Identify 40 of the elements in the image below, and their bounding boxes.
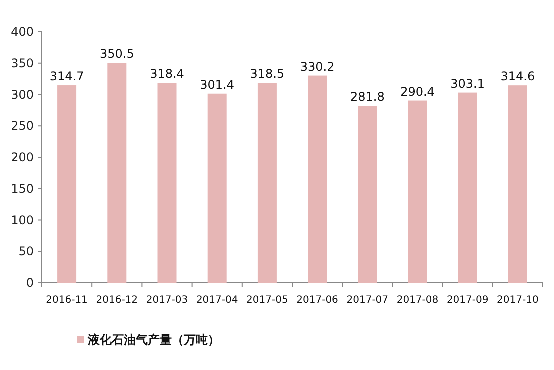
x-tick-label: 2017-09 [446,295,489,306]
bar [258,83,277,283]
data-label: 281.8 [350,90,385,104]
data-label: 318.4 [150,67,184,82]
bar [158,83,177,283]
x-tick-label: 2017-10 [497,295,539,306]
x-tick-label: 2017-03 [146,295,188,306]
legend-label: 液化石油气产量（万吨） [87,333,220,347]
data-label: 314.6 [500,70,536,84]
y-tick-label: 200 [11,150,34,164]
bar [58,86,77,283]
bar [408,100,428,283]
data-label: 314.7 [50,70,84,84]
bar [508,86,528,283]
x-tick-label: 2016-11 [46,295,88,306]
bar [358,106,378,283]
x-tick-label: 2017-07 [346,295,389,306]
bar [108,63,127,283]
x-tick-label: 2017-05 [246,295,288,306]
y-tick-label: 50 [18,244,34,259]
bar [208,94,227,283]
data-label: 318.5 [250,67,285,82]
x-tick-label: 2017-08 [396,295,439,306]
bar [308,76,328,283]
data-label: 350.5 [100,47,134,62]
x-tick-label: 2016-12 [96,295,138,306]
bar [458,92,478,283]
y-tick-label: 250 [11,119,34,134]
y-tick-label: 150 [11,182,34,196]
data-label: 301.4 [200,78,235,92]
y-tick-label: 300 [11,88,34,102]
y-tick-label: 100 [11,213,34,228]
data-label: 290.4 [400,84,435,99]
y-tick-label: 0 [26,276,34,290]
y-tick-label: 350 [11,56,34,70]
y-tick-label: 400 [11,25,34,39]
x-tick-label: 2017-06 [296,295,338,306]
x-tick-label: 2017-04 [196,295,238,306]
data-label: 303.1 [450,76,486,91]
data-label: 330.2 [300,60,335,74]
